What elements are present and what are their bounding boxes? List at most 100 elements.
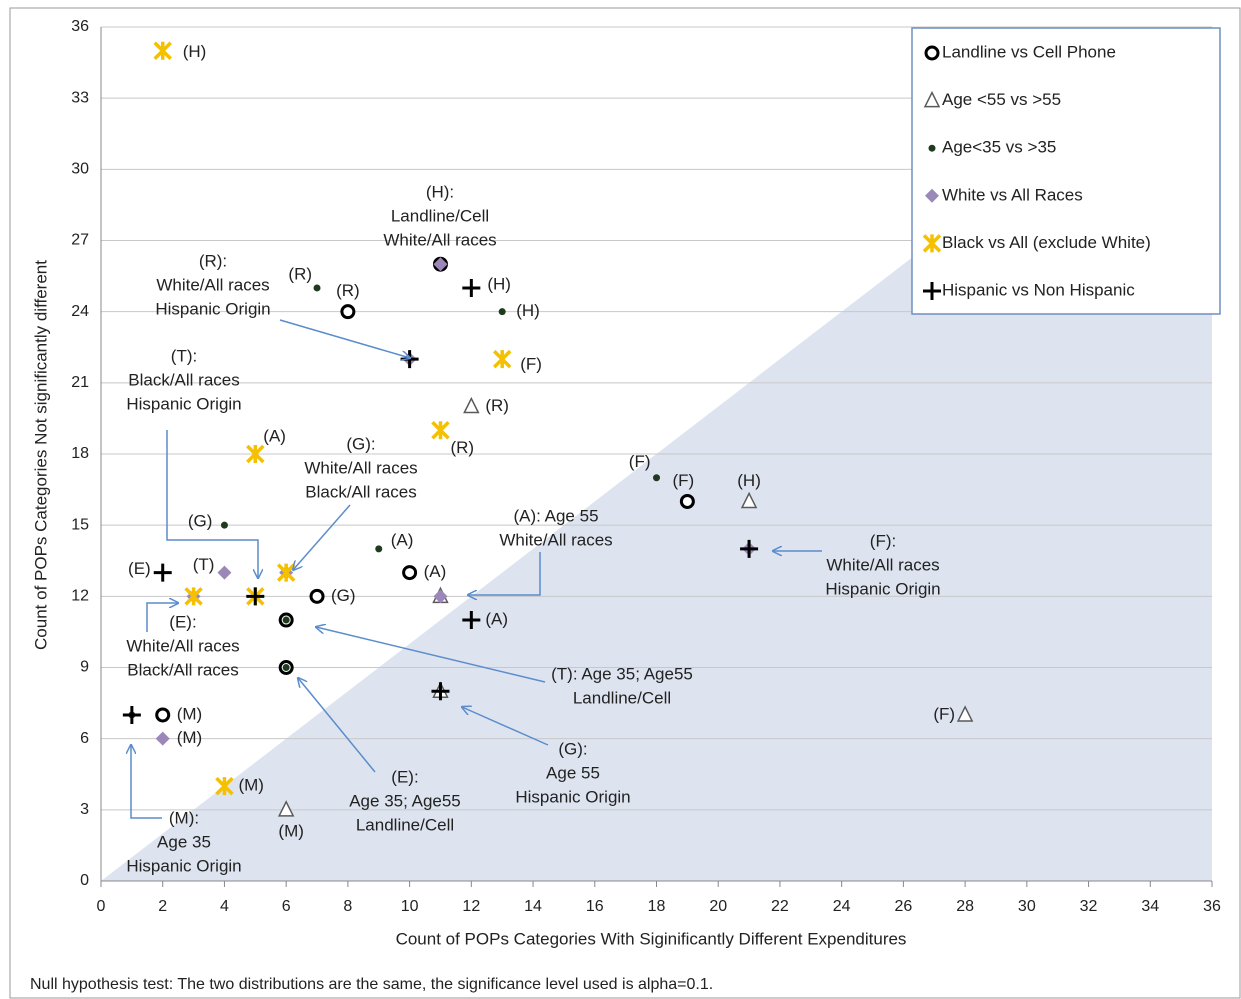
- x-tick-label: 12: [462, 898, 480, 915]
- y-tick-label: 3: [80, 801, 89, 818]
- point-label: (H): [183, 42, 207, 61]
- point-label: (H): [516, 301, 540, 320]
- y-tick-label: 33: [71, 89, 89, 106]
- point: [313, 284, 321, 292]
- x-tick-label: 34: [1141, 898, 1159, 915]
- annotation: (G):: [558, 739, 587, 758]
- point-label: (A): [391, 530, 414, 549]
- x-tick-label: 14: [524, 898, 542, 915]
- point: [433, 257, 448, 272]
- point: [246, 444, 265, 464]
- x-tick-label: 2: [158, 898, 167, 915]
- annotation: Hispanic Origin: [155, 299, 270, 318]
- annotation: Black/All races: [305, 482, 416, 501]
- point: [492, 349, 512, 369]
- point-label: (T): [193, 555, 215, 574]
- annotation: Landline/Cell: [356, 815, 454, 834]
- callout-arrow: [279, 319, 410, 358]
- point-label: (A): [263, 426, 286, 445]
- x-tick-label: 18: [648, 898, 666, 915]
- legend-marker: [925, 188, 939, 203]
- y-tick-label: 18: [71, 445, 89, 462]
- annotation: White/All races: [826, 555, 939, 574]
- point: [462, 278, 481, 297]
- point-label: (M): [278, 821, 303, 840]
- point: [402, 565, 418, 581]
- legend-label: Age<35 vs >35: [942, 138, 1056, 157]
- legend-label: Hispanic vs Non Hispanic: [942, 280, 1135, 299]
- annotation: (T): Age 35; Age55: [551, 664, 693, 683]
- x-tick-label: 36: [1203, 898, 1221, 915]
- legend-box: [911, 27, 1221, 315]
- callout-arrow: [293, 504, 351, 570]
- annotation: (E):: [391, 767, 418, 786]
- callout-arrow: [298, 678, 376, 773]
- annotation: Landline/Cell: [573, 688, 671, 707]
- annotation: White/All races: [126, 636, 239, 655]
- annotation: (E):: [169, 612, 196, 631]
- point-label: (R): [336, 281, 360, 300]
- point: [309, 588, 325, 604]
- y-tick-label: 15: [71, 516, 89, 533]
- point: [340, 304, 356, 320]
- point-label: (A): [424, 562, 447, 581]
- point: [433, 589, 448, 604]
- annotation: (A): Age 55: [513, 506, 598, 525]
- x-tick-label: 20: [709, 898, 727, 915]
- point-label: (A): [485, 610, 508, 629]
- annotation: White/All races: [304, 458, 417, 477]
- x-tick-label: 24: [833, 898, 851, 915]
- annotation: White/All races: [156, 275, 269, 294]
- legend-marker: [922, 234, 942, 253]
- point-label: (M): [177, 728, 202, 747]
- y-tick-label: 36: [71, 18, 89, 35]
- point: [246, 587, 265, 606]
- x-tick-label: 26: [894, 898, 912, 915]
- point: [498, 308, 506, 316]
- annotation: (G):: [346, 434, 375, 453]
- x-tick-label: 22: [771, 898, 789, 915]
- y-axis-title: Count of POPs Categories Not significant…: [31, 260, 50, 650]
- point-label: (H): [737, 471, 761, 490]
- y-tick-label: 6: [80, 730, 89, 747]
- x-tick-label: 0: [97, 898, 106, 915]
- y-tick-label: 30: [71, 161, 89, 178]
- annotation: Age 55: [546, 763, 600, 782]
- y-tick-label: 9: [80, 659, 89, 676]
- point: [431, 682, 450, 701]
- annotation: Black/All races: [128, 370, 239, 389]
- point-label: (F): [933, 704, 955, 723]
- annotation: (R):: [199, 251, 227, 270]
- annotation: Hispanic Origin: [126, 394, 241, 413]
- x-tick-label: 16: [586, 898, 604, 915]
- legend-label: Landline vs Cell Phone: [942, 42, 1116, 61]
- legend-marker: [924, 45, 940, 61]
- y-tick-label: 24: [71, 303, 89, 320]
- legend-marker: [928, 144, 936, 152]
- point: [463, 396, 480, 414]
- point-label: (F): [629, 452, 651, 471]
- point-label: (R): [450, 438, 474, 457]
- point: [282, 664, 290, 671]
- x-tick-label: 10: [401, 898, 419, 915]
- point: [155, 731, 170, 746]
- y-tick-label: 21: [71, 374, 89, 391]
- point: [431, 421, 450, 440]
- annotation: White/All races: [383, 230, 496, 249]
- annotation: (H):: [426, 182, 454, 201]
- annotation: White/All races: [499, 530, 612, 549]
- point-label: (R): [288, 264, 312, 283]
- point: [282, 616, 290, 624]
- x-tick-label: 4: [220, 898, 229, 915]
- legend-marker: [923, 282, 941, 300]
- x-tick-label: 32: [1080, 898, 1098, 915]
- point-label: (E): [128, 559, 151, 578]
- point: [184, 587, 203, 606]
- point: [215, 776, 234, 796]
- annotation: Hispanic Origin: [825, 579, 940, 598]
- point: [217, 565, 232, 580]
- annotation: (T):: [171, 346, 197, 365]
- x-tick-label: 8: [343, 898, 352, 915]
- point: [220, 521, 228, 529]
- annotation: Age 35: [157, 832, 211, 851]
